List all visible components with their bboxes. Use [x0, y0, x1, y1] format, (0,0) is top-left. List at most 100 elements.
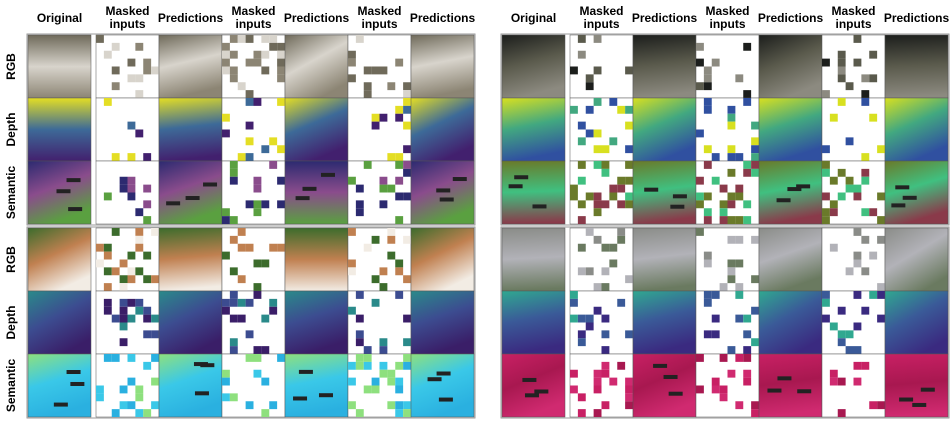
visible-patch [837, 377, 846, 386]
visible-patch [127, 314, 136, 323]
visible-patch [135, 235, 144, 244]
visible-patch [711, 153, 720, 161]
visible-patch [625, 121, 633, 130]
visible-patch [135, 42, 144, 51]
prediction-image [284, 97, 349, 162]
visible-patch [735, 216, 744, 224]
visible-patch [735, 259, 744, 268]
visible-patch [570, 105, 578, 114]
visible-patch [703, 330, 712, 339]
visible-patch [837, 306, 846, 315]
visible-patch [111, 66, 120, 75]
block-frame [500, 33, 950, 226]
row-label: Semantic [4, 165, 18, 219]
prediction-image [884, 160, 949, 225]
prediction-image [410, 227, 475, 292]
visible-patch [403, 401, 411, 410]
visible-patch [719, 393, 728, 402]
visible-patch [711, 58, 720, 67]
visible-patch [719, 200, 728, 209]
visible-patch [577, 121, 586, 130]
visible-patch [119, 338, 128, 347]
visible-patch [151, 66, 159, 75]
visible-patch [96, 393, 104, 402]
prediction-image [284, 353, 349, 418]
visible-patch [371, 377, 380, 386]
visible-patch [853, 184, 862, 193]
class-label-box [427, 377, 442, 382]
visible-patch [395, 401, 404, 410]
visible-patch [119, 275, 128, 284]
visible-patch [127, 192, 136, 201]
prediction-image [758, 227, 823, 292]
visible-patch [719, 283, 728, 291]
visible-patch [727, 346, 736, 354]
visible-patch [727, 153, 736, 161]
visible-patch [601, 267, 610, 276]
visible-patch [229, 50, 238, 59]
visible-patch [585, 228, 594, 236]
column-header-text: Original [36, 10, 83, 25]
visible-patch [143, 361, 152, 370]
visible-patch [395, 113, 404, 122]
visible-patch [703, 192, 712, 201]
visible-patch [245, 200, 254, 209]
prediction-image [410, 353, 475, 418]
visible-patch [395, 153, 404, 161]
visible-patch [861, 235, 870, 244]
visible-patch [711, 176, 720, 185]
visible-patch [403, 82, 411, 91]
masked-input [821, 97, 886, 162]
visible-patch [135, 74, 144, 83]
visible-patch [822, 90, 830, 98]
visible-patch [355, 35, 364, 43]
visible-patch [355, 338, 364, 347]
class-label-box [899, 397, 914, 402]
visible-patch [143, 409, 152, 417]
visible-patch [625, 385, 633, 394]
visible-patch [703, 145, 712, 154]
visible-patch [143, 330, 152, 339]
visible-patch [570, 291, 578, 299]
visible-patch [151, 314, 159, 323]
visible-patch [735, 192, 744, 201]
visible-patch [261, 145, 270, 154]
visible-patch [229, 35, 238, 43]
visible-patch [585, 322, 594, 331]
visible-patch [269, 35, 278, 43]
visible-patch [395, 385, 404, 394]
class-label-box [70, 381, 85, 386]
class-label-box [895, 185, 910, 190]
visible-patch [253, 58, 262, 67]
column-header: Original [28, 4, 91, 32]
visible-patch [237, 298, 246, 307]
class-label-box [644, 187, 659, 192]
column-header-text: Masked inputs [357, 4, 402, 31]
visible-patch [703, 74, 712, 83]
visible-patch [837, 338, 846, 347]
visible-patch [127, 267, 136, 276]
visible-patch [229, 216, 238, 224]
visible-patch [395, 176, 404, 185]
visible-patch [371, 298, 380, 307]
visible-patch [245, 401, 254, 410]
visible-patch [371, 121, 380, 130]
visible-patch [222, 306, 230, 315]
visible-patch [577, 137, 586, 146]
visible-patch [703, 298, 712, 307]
visible-patch [703, 105, 712, 114]
visible-patch [570, 298, 578, 307]
original-image [501, 227, 566, 292]
visible-patch [127, 275, 136, 284]
visible-patch [822, 161, 830, 169]
column-header: Masked inputs [222, 4, 285, 32]
visible-patch [593, 369, 602, 378]
original-image [501, 290, 566, 355]
visible-patch [269, 137, 278, 146]
visible-patch [869, 401, 878, 410]
visible-patch [395, 377, 404, 386]
visible-patch [395, 409, 404, 417]
visible-patch [829, 377, 838, 386]
visible-patch [348, 50, 356, 59]
class-label-box [56, 189, 71, 194]
